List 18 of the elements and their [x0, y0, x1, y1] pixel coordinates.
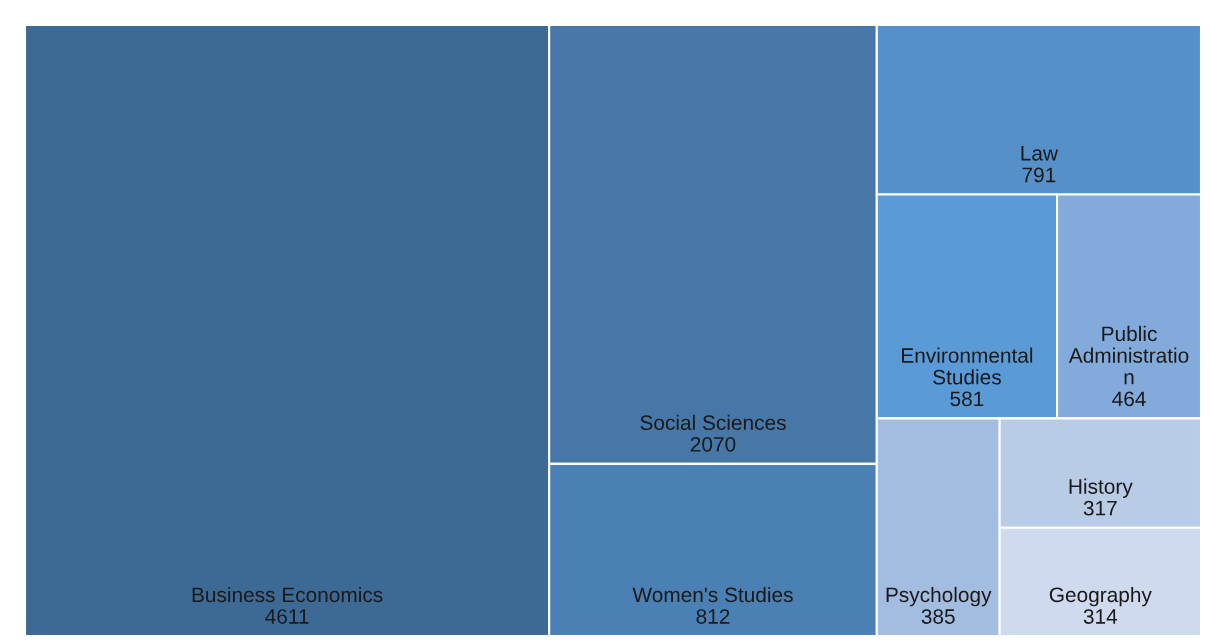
category-label: Business Economics — [192, 586, 383, 603]
data-label: 791 — [1022, 167, 1056, 183]
category-label: Social Sciences — [640, 414, 786, 431]
category-label: Environmental Studies — [902, 347, 1033, 385]
category-label: Law — [1021, 146, 1059, 161]
data-label: 464 — [1112, 391, 1146, 407]
category-label: Geography — [1049, 586, 1152, 607]
category-label: History — [1069, 478, 1133, 498]
category-label: Psychology — [886, 586, 992, 607]
data-label: 2070 — [690, 436, 736, 452]
category-label: Women's Studies — [632, 586, 793, 603]
data-label: 581 — [950, 391, 984, 407]
data-label: 4611 — [265, 609, 309, 624]
data-label: 385 — [921, 609, 955, 624]
data-label: 314 — [1083, 609, 1118, 624]
category-label: Public Administration — [1068, 325, 1189, 385]
data-label: 812 — [696, 609, 730, 624]
data-label: 317 — [1083, 500, 1117, 516]
